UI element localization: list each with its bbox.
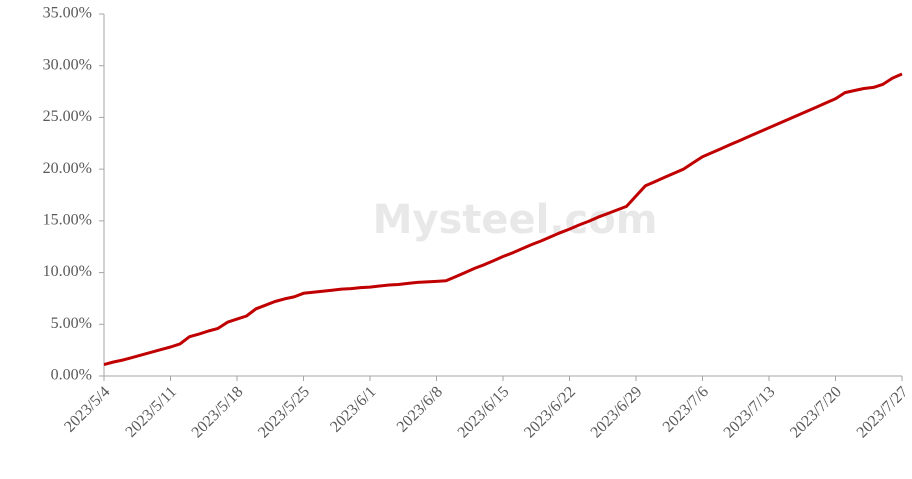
x-tick-label: 2023/6/29 (588, 383, 646, 441)
y-tick-label: 30.00% (43, 56, 92, 73)
x-tick-label: 2023/7/27 (854, 383, 912, 441)
y-tick-label: 0.00% (51, 367, 92, 384)
x-tick-label: 2023/7/20 (787, 383, 845, 441)
y-tick-label: 15.00% (43, 212, 92, 229)
y-tick-label: 20.00% (43, 160, 92, 177)
y-tick-label: 5.00% (51, 315, 92, 332)
y-tick-label: 35.00% (43, 5, 92, 22)
line (103, 72, 903, 367)
y-tick-label: 10.00% (43, 263, 92, 280)
x-tick-label: 2023/5/18 (189, 383, 247, 441)
x-tick-label: 2023/7/13 (721, 383, 779, 441)
x-tick-label: 2023/6/22 (521, 383, 579, 441)
x-tick-label: 2023/6/1 (327, 383, 379, 435)
x-tick-label: 2023/7/6 (660, 383, 712, 435)
x-tick-label: 2023/5/11 (122, 383, 179, 440)
x-tick-label: 2023/6/8 (394, 383, 446, 435)
y-tick-label: 25.00% (43, 108, 92, 125)
x-tick-label: 2023/6/15 (455, 383, 513, 441)
x-tick-label: 2023/5/4 (61, 383, 113, 435)
x-tick-label: 2023/5/25 (255, 383, 313, 441)
watermark: Mysteel.com (373, 197, 658, 243)
